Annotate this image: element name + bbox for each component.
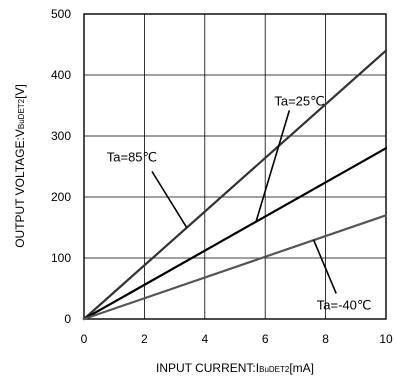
- series-line: [82, 214, 388, 321]
- annotation-label: Ta=25℃: [274, 93, 324, 108]
- annotation-leader: [312, 239, 337, 294]
- x-axis-title-sub: BuDET2: [259, 365, 290, 374]
- annotation-leader: [255, 110, 291, 222]
- y-tick-label: 400: [51, 68, 71, 82]
- series-line: [82, 49, 388, 321]
- y-tick-label: 200: [51, 190, 71, 204]
- series-line: [82, 147, 388, 321]
- series-lines: [82, 49, 388, 321]
- plot-background: [84, 14, 386, 319]
- grid-lines: [84, 14, 386, 319]
- x-tick-label: 4: [201, 332, 208, 346]
- x-tick-label: 6: [262, 332, 269, 346]
- x-tick-label: 10: [379, 332, 393, 346]
- annotation-label: Ta=85℃: [107, 149, 157, 164]
- x-axis-title-main: INPUT CURRENT:I: [156, 361, 259, 375]
- y-tick-label: 100: [51, 251, 71, 265]
- annotation-leader: [151, 170, 188, 228]
- x-tick-label: 2: [141, 332, 148, 346]
- y-tick-label: 0: [64, 312, 71, 326]
- y-tick-label: 500: [51, 7, 71, 21]
- y-axis-title-unit: [V]: [13, 84, 27, 99]
- y-axis-title-sub: BuDET2: [17, 98, 26, 129]
- y-tick-label: 300: [51, 129, 71, 143]
- x-tick-label: 8: [322, 332, 329, 346]
- x-tick-label: 0: [81, 332, 88, 346]
- annotations: Ta=25℃ Ta=85℃ Ta=-40℃: [107, 93, 372, 312]
- y-axis-title-main: OUTPUT VOLTAGE:V: [13, 129, 27, 248]
- plot-frame: [83, 13, 387, 320]
- x-axis-title-unit: [mA]: [289, 361, 314, 375]
- annotation-label: Ta=-40℃: [317, 297, 372, 312]
- x-axis-title: INPUT CURRENT:IBuDET2[mA]: [156, 361, 314, 375]
- y-axis-title: OUTPUT VOLTAGE:VBuDET2[V]: [13, 84, 27, 248]
